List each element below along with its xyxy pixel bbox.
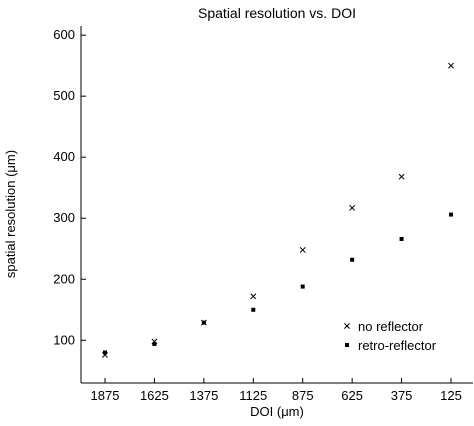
data-point-no-reflector — [448, 62, 454, 69]
x-tick-label: 625 — [341, 388, 363, 403]
data-point-retro-reflector — [103, 350, 107, 355]
y-tick-label: 300 — [53, 210, 75, 225]
y-tick-label: 600 — [53, 27, 75, 42]
data-point-retro-reflector — [449, 212, 453, 217]
y-tick-label: 400 — [53, 149, 75, 164]
data-point-no-reflector — [250, 293, 257, 300]
x-tick-label: 1125 — [239, 388, 267, 403]
chart-title: Spatial resolution vs. DOI — [198, 5, 356, 21]
legend-marker-x — [344, 323, 350, 329]
x-tick-label: 1875 — [91, 388, 120, 403]
data-point-retro-reflector — [300, 284, 305, 289]
x-tick-label: 125 — [440, 388, 462, 403]
legend-label: no reflector — [358, 319, 424, 334]
data-point-retro-reflector — [399, 236, 404, 241]
x-tick-label: 875 — [292, 388, 314, 403]
plot-area: 100 200 300 400 500 600 1875 1625 1375 1125 875 625… — [53, 26, 473, 403]
x-axis-label: DOI (μm) — [250, 404, 304, 419]
y-tick-label: 200 — [53, 271, 75, 286]
data-point-retro-reflector — [152, 341, 157, 346]
legend-label: retro-reflector — [358, 338, 437, 353]
data-point-no-reflector — [349, 204, 356, 211]
x-tick-label: 375 — [391, 388, 413, 403]
data-point-retro-reflector — [201, 320, 206, 325]
data-point-no-reflector — [398, 173, 405, 180]
x-tick-label: 1375 — [189, 388, 218, 403]
legend: no reflector retro-reflector — [344, 319, 437, 353]
legend-marker-square — [345, 343, 349, 347]
data-point-no-reflector — [299, 247, 306, 253]
y-axis-label: spatial resolution (μm) — [3, 150, 18, 278]
data-point-retro-reflector — [350, 257, 355, 262]
y-tick-label: 100 — [53, 332, 75, 347]
x-tick-label: 1625 — [140, 388, 169, 403]
y-tick-label: 500 — [53, 88, 75, 103]
data-point-retro-reflector — [251, 307, 256, 312]
